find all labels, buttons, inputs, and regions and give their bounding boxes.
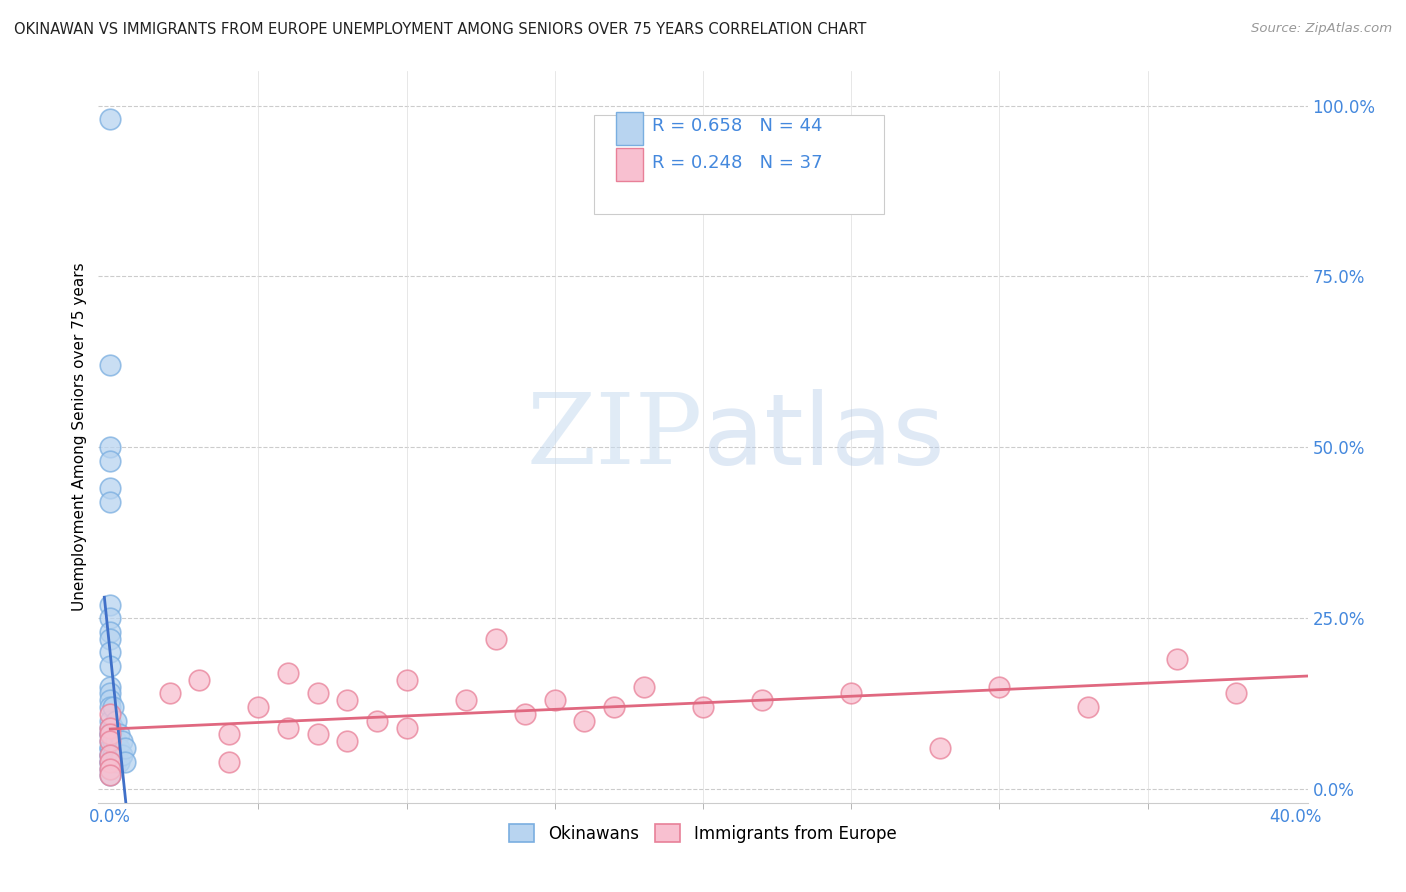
Point	[98, 495, 121, 509]
Bar	[616, 148, 643, 181]
Point	[108, 741, 131, 756]
Point	[218, 727, 240, 741]
Point	[277, 665, 299, 680]
Point	[98, 112, 121, 127]
Bar	[616, 112, 643, 145]
Point	[108, 727, 131, 741]
Point	[751, 693, 773, 707]
Point	[98, 454, 121, 468]
Point	[277, 721, 299, 735]
Point	[114, 741, 136, 756]
Point	[108, 755, 131, 769]
Point	[98, 762, 121, 776]
Text: Source: ZipAtlas.com: Source: ZipAtlas.com	[1251, 22, 1392, 36]
Point	[98, 768, 121, 782]
Point	[98, 755, 121, 769]
Point	[336, 693, 359, 707]
Point	[98, 359, 121, 373]
Point	[98, 686, 121, 700]
Text: OKINAWAN VS IMMIGRANTS FROM EUROPE UNEMPLOYMENT AMONG SENIORS OVER 75 YEARS CORR: OKINAWAN VS IMMIGRANTS FROM EUROPE UNEMP…	[14, 22, 866, 37]
Point	[218, 755, 240, 769]
Point	[839, 686, 862, 700]
Point	[307, 727, 329, 741]
Point	[114, 755, 136, 769]
Point	[105, 714, 128, 728]
Point	[188, 673, 211, 687]
Point	[98, 680, 121, 694]
Point	[395, 673, 418, 687]
Point	[98, 598, 121, 612]
Point	[98, 721, 121, 735]
Point	[105, 747, 128, 762]
Point	[929, 741, 952, 756]
Point	[98, 706, 121, 721]
Point	[633, 680, 655, 694]
Point	[98, 611, 121, 625]
Text: R = 0.248   N = 37: R = 0.248 N = 37	[652, 153, 823, 172]
Point	[98, 727, 121, 741]
Point	[98, 741, 121, 756]
Point	[103, 700, 125, 714]
Point	[1166, 652, 1188, 666]
Point	[98, 714, 121, 728]
Point	[515, 706, 537, 721]
Text: R = 0.658   N = 44: R = 0.658 N = 44	[652, 117, 823, 136]
Point	[98, 741, 121, 756]
Point	[111, 747, 134, 762]
Point	[544, 693, 567, 707]
Point	[98, 747, 121, 762]
Point	[98, 721, 121, 735]
Point	[98, 727, 121, 741]
Point	[98, 481, 121, 495]
Point	[103, 734, 125, 748]
Legend: Okinawans, Immigrants from Europe: Okinawans, Immigrants from Europe	[503, 818, 903, 849]
Point	[1077, 700, 1099, 714]
Point	[395, 721, 418, 735]
Point	[98, 734, 121, 748]
Point	[98, 700, 121, 714]
Point	[98, 747, 121, 762]
Text: atlas: atlas	[703, 389, 945, 485]
Point	[98, 645, 121, 659]
Point	[366, 714, 388, 728]
Point	[247, 700, 270, 714]
Point	[484, 632, 506, 646]
Point	[105, 734, 128, 748]
Point	[98, 734, 121, 748]
Point	[98, 755, 121, 769]
Point	[307, 686, 329, 700]
Point	[98, 768, 121, 782]
Point	[98, 727, 121, 741]
Point	[98, 624, 121, 639]
Point	[98, 762, 121, 776]
Point	[988, 680, 1011, 694]
Point	[98, 659, 121, 673]
Point	[98, 632, 121, 646]
Point	[105, 755, 128, 769]
Point	[103, 721, 125, 735]
Point	[603, 700, 626, 714]
Point	[103, 747, 125, 762]
Point	[454, 693, 477, 707]
Point	[159, 686, 181, 700]
Point	[692, 700, 714, 714]
Text: ZIP: ZIP	[527, 389, 703, 485]
Point	[336, 734, 359, 748]
Point	[98, 693, 121, 707]
Point	[574, 714, 596, 728]
Point	[98, 755, 121, 769]
FancyBboxPatch shape	[595, 115, 884, 214]
Point	[1225, 686, 1247, 700]
Point	[98, 440, 121, 454]
Point	[98, 747, 121, 762]
Y-axis label: Unemployment Among Seniors over 75 years: Unemployment Among Seniors over 75 years	[72, 263, 87, 611]
Point	[111, 734, 134, 748]
